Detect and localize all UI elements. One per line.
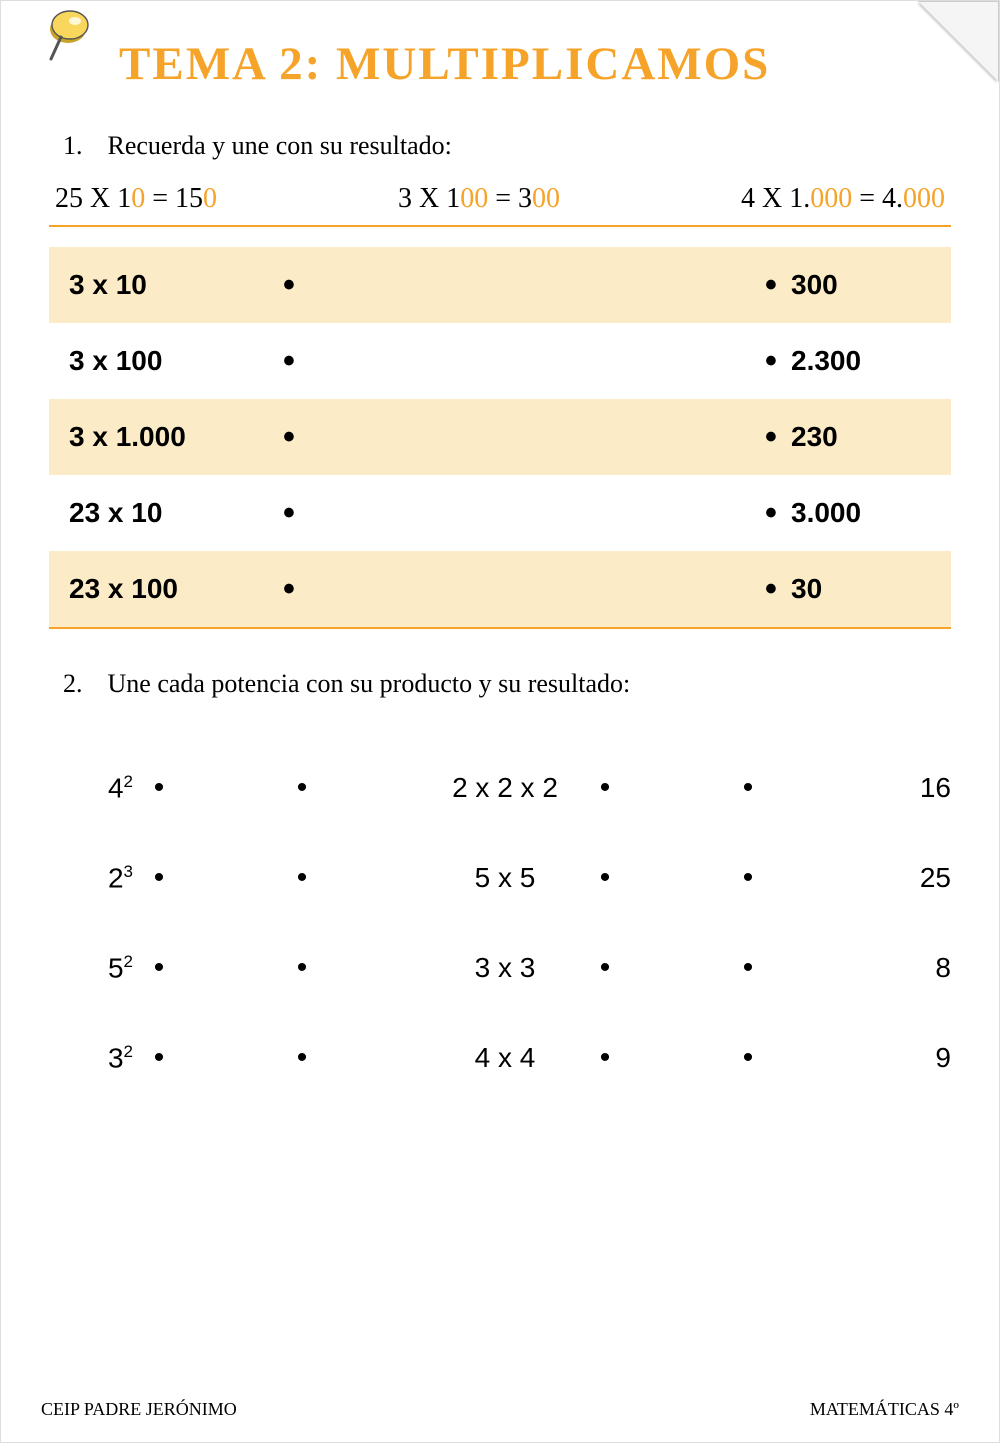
match-row[interactable]: 3 x 1.000••230 <box>49 399 951 475</box>
question-text: Recuerda y une con su resultado: <box>108 131 452 160</box>
dot-icon: • <box>585 863 625 893</box>
example-item: 25 X 10 = 150 <box>55 183 217 215</box>
dot-icon: • <box>585 773 625 803</box>
dot-icon: • <box>179 953 425 983</box>
dot-icon: • <box>625 773 871 803</box>
power-expression: 32 <box>49 1042 139 1074</box>
dot-icon: • <box>625 953 871 983</box>
match-right: 3.000 <box>791 497 931 529</box>
matching-table[interactable]: 3 x 10••3003 x 100••2.3003 x 1.000••2302… <box>49 247 951 629</box>
dot-icon: • <box>269 344 309 378</box>
worksheet-page: TEMA 2: MULTIPLICAMOS 1. Recuerda y une … <box>0 0 1000 1443</box>
match-left: 23 x 10 <box>69 497 269 529</box>
power-row[interactable]: 42••2 x 2 x 2••16 <box>49 743 951 833</box>
match-left: 3 x 100 <box>69 345 269 377</box>
page-title: TEMA 2: MULTIPLICAMOS <box>119 37 951 91</box>
examples-row: 25 X 10 = 150 3 X 100 = 300 4 X 1.000 = 4.… <box>49 183 951 227</box>
dot-icon: • <box>751 572 791 606</box>
powers-table[interactable]: 42••2 x 2 x 2••1623••5 x 5••2552••3 x 3•… <box>49 743 951 1103</box>
dot-icon: • <box>269 420 309 454</box>
dot-icon: • <box>625 863 871 893</box>
page-fold-decoration <box>919 1 999 81</box>
example-item: 3 X 100 = 300 <box>398 183 560 215</box>
question-number: 2. <box>63 669 101 699</box>
dot-icon: • <box>625 1043 871 1073</box>
match-row[interactable]: 23 x 100••30 <box>49 551 951 627</box>
example-item: 4 X 1.000 = 4.000 <box>741 183 945 215</box>
question-number: 1. <box>63 131 101 161</box>
match-left: 23 x 100 <box>69 573 269 605</box>
dot-icon: • <box>179 773 425 803</box>
dot-icon: • <box>179 1043 425 1073</box>
match-right: 2.300 <box>791 345 931 377</box>
dot-icon: • <box>139 863 179 893</box>
match-right: 300 <box>791 269 931 301</box>
power-row[interactable]: 32••4 x 4••9 <box>49 1013 951 1103</box>
power-result: 16 <box>871 772 951 804</box>
power-expression: 23 <box>49 862 139 894</box>
question-1-prompt: 1. Recuerda y une con su resultado: <box>63 131 951 161</box>
dot-icon: • <box>751 420 791 454</box>
match-row[interactable]: 23 x 10••3.000 <box>49 475 951 551</box>
power-result: 9 <box>871 1042 951 1074</box>
question-2-prompt: 2. Une cada potencia con su producto y s… <box>63 669 951 699</box>
dot-icon: • <box>751 496 791 530</box>
power-product: 5 x 5 <box>425 862 585 894</box>
power-result: 25 <box>871 862 951 894</box>
match-left: 3 x 1.000 <box>69 421 269 453</box>
pushpin-icon <box>41 7 99 65</box>
dot-icon: • <box>139 773 179 803</box>
power-result: 8 <box>871 952 951 984</box>
dot-icon: • <box>585 953 625 983</box>
footer-right: MATEMÁTICAS 4º <box>810 1399 959 1420</box>
page-footer: CEIP PADRE JERÓNIMO MATEMÁTICAS 4º <box>41 1399 959 1420</box>
dot-icon: • <box>269 268 309 302</box>
dot-icon: • <box>751 268 791 302</box>
power-product: 2 x 2 x 2 <box>425 772 585 804</box>
power-product: 4 x 4 <box>425 1042 585 1074</box>
dot-icon: • <box>179 863 425 893</box>
match-row[interactable]: 3 x 100••2.300 <box>49 323 951 399</box>
power-row[interactable]: 52••3 x 3••8 <box>49 923 951 1013</box>
dot-icon: • <box>269 572 309 606</box>
power-product: 3 x 3 <box>425 952 585 984</box>
question-text: Une cada potencia con su producto y su r… <box>108 669 631 698</box>
dot-icon: • <box>139 953 179 983</box>
match-right: 230 <box>791 421 931 453</box>
power-row[interactable]: 23••5 x 5••25 <box>49 833 951 923</box>
dot-icon: • <box>139 1043 179 1073</box>
match-right: 30 <box>791 573 931 605</box>
footer-left: CEIP PADRE JERÓNIMO <box>41 1399 237 1420</box>
dot-icon: • <box>751 344 791 378</box>
power-expression: 42 <box>49 772 139 804</box>
dot-icon: • <box>269 496 309 530</box>
power-expression: 52 <box>49 952 139 984</box>
match-row[interactable]: 3 x 10••300 <box>49 247 951 323</box>
match-left: 3 x 10 <box>69 269 269 301</box>
dot-icon: • <box>585 1043 625 1073</box>
